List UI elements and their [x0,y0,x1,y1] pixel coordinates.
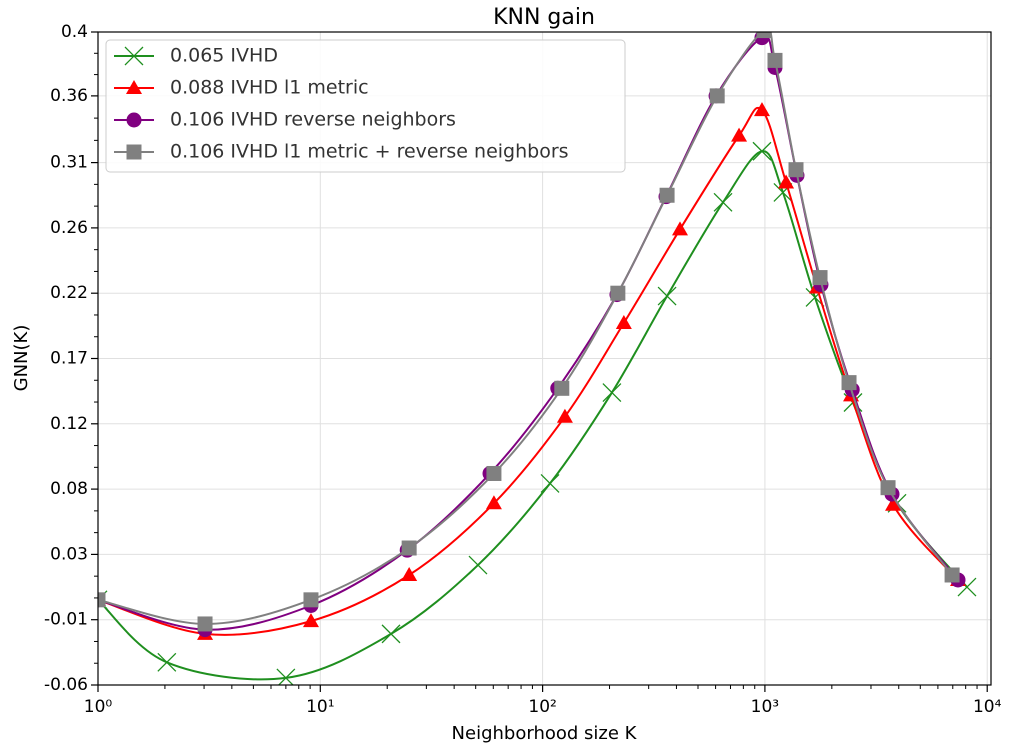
data-marker [709,88,725,104]
data-marker [659,187,675,203]
data-marker [788,162,804,178]
data-marker [672,221,689,236]
series-line [98,150,968,681]
x-tick-label: 10⁴ [973,697,1002,717]
x-tick-label: 10⁰ [84,697,113,717]
data-marker [713,192,733,212]
legend-marker [126,112,142,128]
y-axis-label: GNN(K) [11,325,32,392]
legend-marker [126,80,142,94]
y-tick-label: -0.06 [44,675,88,695]
y-tick-label: 0.31 [50,153,88,173]
y-tick-label: -0.01 [44,610,88,630]
data-marker [303,592,319,608]
legend-label: 0.065 IVHD [170,45,278,67]
data-marker [615,315,632,330]
y-tick-label: 0.08 [50,479,88,499]
data-marker [812,270,828,286]
data-marker [731,127,748,142]
data-marker [554,380,570,396]
data-marker [468,555,488,575]
y-tick-label: 0.03 [50,544,88,564]
series-line [98,106,959,636]
data-marker [752,141,772,161]
data-marker [753,102,770,117]
plot-frame [97,31,992,686]
x-tick-label: 10³ [751,697,779,717]
data-marker [276,668,296,685]
plot-area [98,32,977,685]
data-marker [401,566,418,581]
data-marker [302,613,319,628]
y-tick-label: 0.22 [50,283,88,303]
data-marker [657,286,677,306]
y-tick-label: 0.4 [61,22,88,42]
legend-label: 0.106 IVHD reverse neighbors [170,109,456,131]
data-marker [556,408,573,423]
data-marker [197,616,213,632]
legend-box [105,39,626,173]
data-marker [944,567,960,583]
data-marker [880,480,896,496]
y-tick-label: 0.12 [50,414,88,434]
data-marker [602,383,622,403]
legend-label: 0.088 IVHD l1 metric [170,77,369,99]
data-marker [767,52,783,68]
data-marker [610,285,626,301]
data-marker [401,540,417,556]
data-marker [841,375,857,391]
y-tick-label: 0.17 [50,349,88,369]
x-tick-label: 10² [528,697,556,717]
data-marker [485,495,502,510]
data-marker [885,496,902,511]
data-marker [486,465,502,481]
data-marker [98,592,106,608]
legend-marker [124,46,144,66]
data-marker [381,624,401,644]
data-marker [157,652,177,672]
x-tick-label: 10¹ [306,697,334,717]
series-line [98,32,953,625]
data-marker [778,174,795,189]
chart-title: KNN gain [493,5,595,30]
data-marker [540,473,560,493]
y-tick-label: 0.26 [50,218,88,238]
legend-label: 0.106 IVHD l1 metric + reverse neighbors [170,141,569,163]
data-marker [756,32,772,39]
x-axis-label: Neighborhood size K [452,723,638,744]
legend-marker [126,144,142,160]
y-tick-label: 0.36 [50,86,88,106]
